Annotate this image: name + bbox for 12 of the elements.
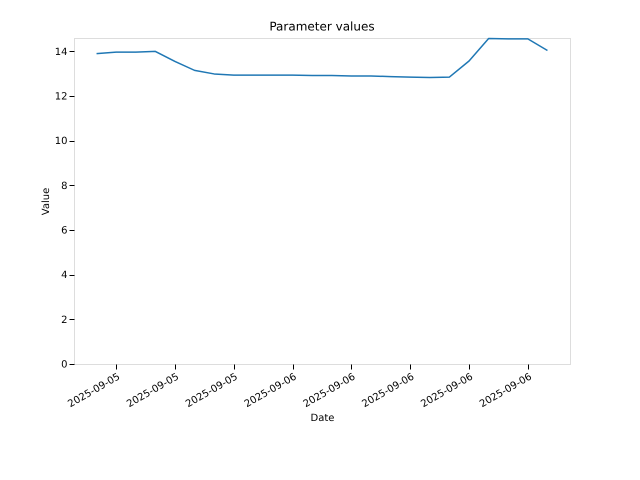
y-tick-label: 8 — [61, 180, 68, 192]
y-tick-label: 14 — [54, 46, 68, 58]
line-series — [96, 38, 548, 78]
y-tick-label: 2 — [61, 314, 68, 326]
chart-title: Parameter values — [269, 20, 375, 34]
y-tick-label: 10 — [54, 136, 68, 148]
y-tick-label: 6 — [61, 226, 68, 237]
y-tick-label: 4 — [61, 270, 68, 282]
y-axis-title: Value — [40, 188, 52, 216]
y-tick-label: 0 — [61, 360, 68, 370]
x-axis-title: Date — [310, 413, 334, 424]
y-tick-label: 12 — [54, 92, 68, 103]
